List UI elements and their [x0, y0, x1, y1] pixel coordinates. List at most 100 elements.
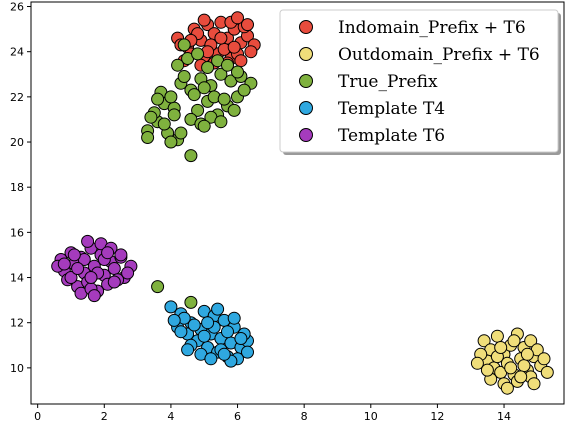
data-point — [204, 352, 218, 366]
data-point — [221, 325, 234, 339]
legend: Indomain_Prefix + T6 Outdomain_Prefix + T… — [279, 9, 561, 155]
data-point — [234, 54, 248, 68]
data-point — [237, 83, 251, 97]
data-point — [537, 352, 551, 366]
data-point — [64, 271, 78, 284]
data-point — [197, 13, 211, 27]
data-point — [177, 38, 191, 52]
data-point — [177, 70, 191, 83]
x-tick-label: 6 — [234, 410, 241, 423]
data-point — [494, 341, 508, 354]
y-tick-label: 26 — [10, 1, 24, 14]
legend-label: Indomain_Prefix + T6 — [338, 18, 526, 38]
data-point — [201, 316, 215, 330]
data-point — [121, 266, 135, 280]
data-point — [81, 234, 95, 248]
y-tick-label: 20 — [10, 136, 24, 149]
data-point — [114, 248, 128, 262]
data-point — [520, 347, 534, 361]
data-point — [227, 40, 241, 54]
data-point — [107, 275, 121, 289]
data-point — [167, 108, 181, 122]
data-point — [217, 92, 231, 106]
data-point — [164, 300, 178, 314]
data-point — [184, 149, 198, 163]
points-layer — [51, 11, 554, 395]
data-point — [201, 61, 215, 74]
data-point — [500, 381, 514, 395]
data-point — [164, 135, 178, 149]
data-point — [197, 119, 211, 133]
data-point — [174, 126, 188, 140]
data-point — [241, 345, 254, 359]
y-axis: 10 12 14 16 18 20 22 24 26 — [10, 1, 31, 375]
x-axis: 0 2 4 6 8 10 12 14 — [34, 404, 511, 423]
data-point — [507, 334, 521, 348]
data-point — [144, 110, 158, 124]
data-point — [157, 117, 171, 131]
x-tick-label: 2 — [101, 410, 108, 423]
x-tick-label: 8 — [301, 410, 308, 423]
data-point — [171, 58, 185, 72]
data-point — [164, 90, 178, 104]
data-point — [234, 332, 248, 345]
y-tick-label: 22 — [10, 91, 24, 104]
y-tick-label: 10 — [10, 362, 24, 375]
data-point — [527, 377, 541, 391]
data-point — [524, 334, 538, 348]
data-point — [107, 262, 121, 275]
data-point — [517, 359, 531, 373]
y-tick-label: 16 — [10, 226, 24, 239]
data-point — [214, 67, 228, 81]
data-point — [191, 47, 205, 61]
data-point — [151, 280, 165, 294]
data-point — [214, 31, 228, 45]
data-point — [514, 370, 528, 384]
y-tick-label: 14 — [10, 272, 24, 285]
data-point — [241, 18, 254, 32]
data-point — [480, 363, 494, 377]
data-point — [67, 248, 81, 262]
legend-label: True_Prefix — [338, 72, 438, 92]
data-point — [231, 65, 244, 79]
data-point — [211, 302, 225, 316]
x-tick-label: 0 — [34, 410, 41, 423]
data-point — [197, 81, 211, 95]
data-point — [187, 318, 201, 332]
data-point — [101, 246, 115, 260]
data-point — [214, 115, 228, 129]
data-point — [227, 311, 241, 325]
legend-marker — [299, 74, 313, 88]
plot-frame — [30, 1, 565, 405]
data-point — [84, 271, 98, 284]
y-tick-label: 12 — [10, 317, 24, 330]
x-tick-label: 10 — [364, 410, 378, 423]
data-point — [141, 131, 155, 144]
data-point — [71, 262, 85, 275]
data-point — [167, 313, 181, 327]
legend-label: Outdomain_Prefix + T6 — [338, 45, 540, 65]
data-point — [57, 257, 71, 271]
data-point — [184, 295, 198, 309]
data-point — [490, 329, 504, 343]
x-tick-label: 14 — [497, 410, 511, 423]
data-point — [244, 45, 258, 59]
legend-label: Template T6 — [338, 126, 445, 146]
data-point — [87, 289, 101, 303]
data-point — [191, 103, 205, 117]
legend-marker — [299, 128, 313, 142]
data-point — [470, 356, 484, 370]
y-tick-label: 24 — [10, 46, 24, 59]
data-point — [231, 11, 244, 25]
y-tick-label: 18 — [10, 181, 24, 194]
data-point — [217, 347, 231, 361]
data-point — [504, 361, 518, 375]
data-point — [197, 329, 211, 343]
x-tick-label: 12 — [430, 410, 444, 423]
data-point — [227, 103, 241, 117]
x-tick-label: 4 — [167, 410, 174, 423]
legend-box — [279, 9, 559, 153]
data-point — [540, 365, 554, 379]
data-point — [151, 92, 165, 106]
